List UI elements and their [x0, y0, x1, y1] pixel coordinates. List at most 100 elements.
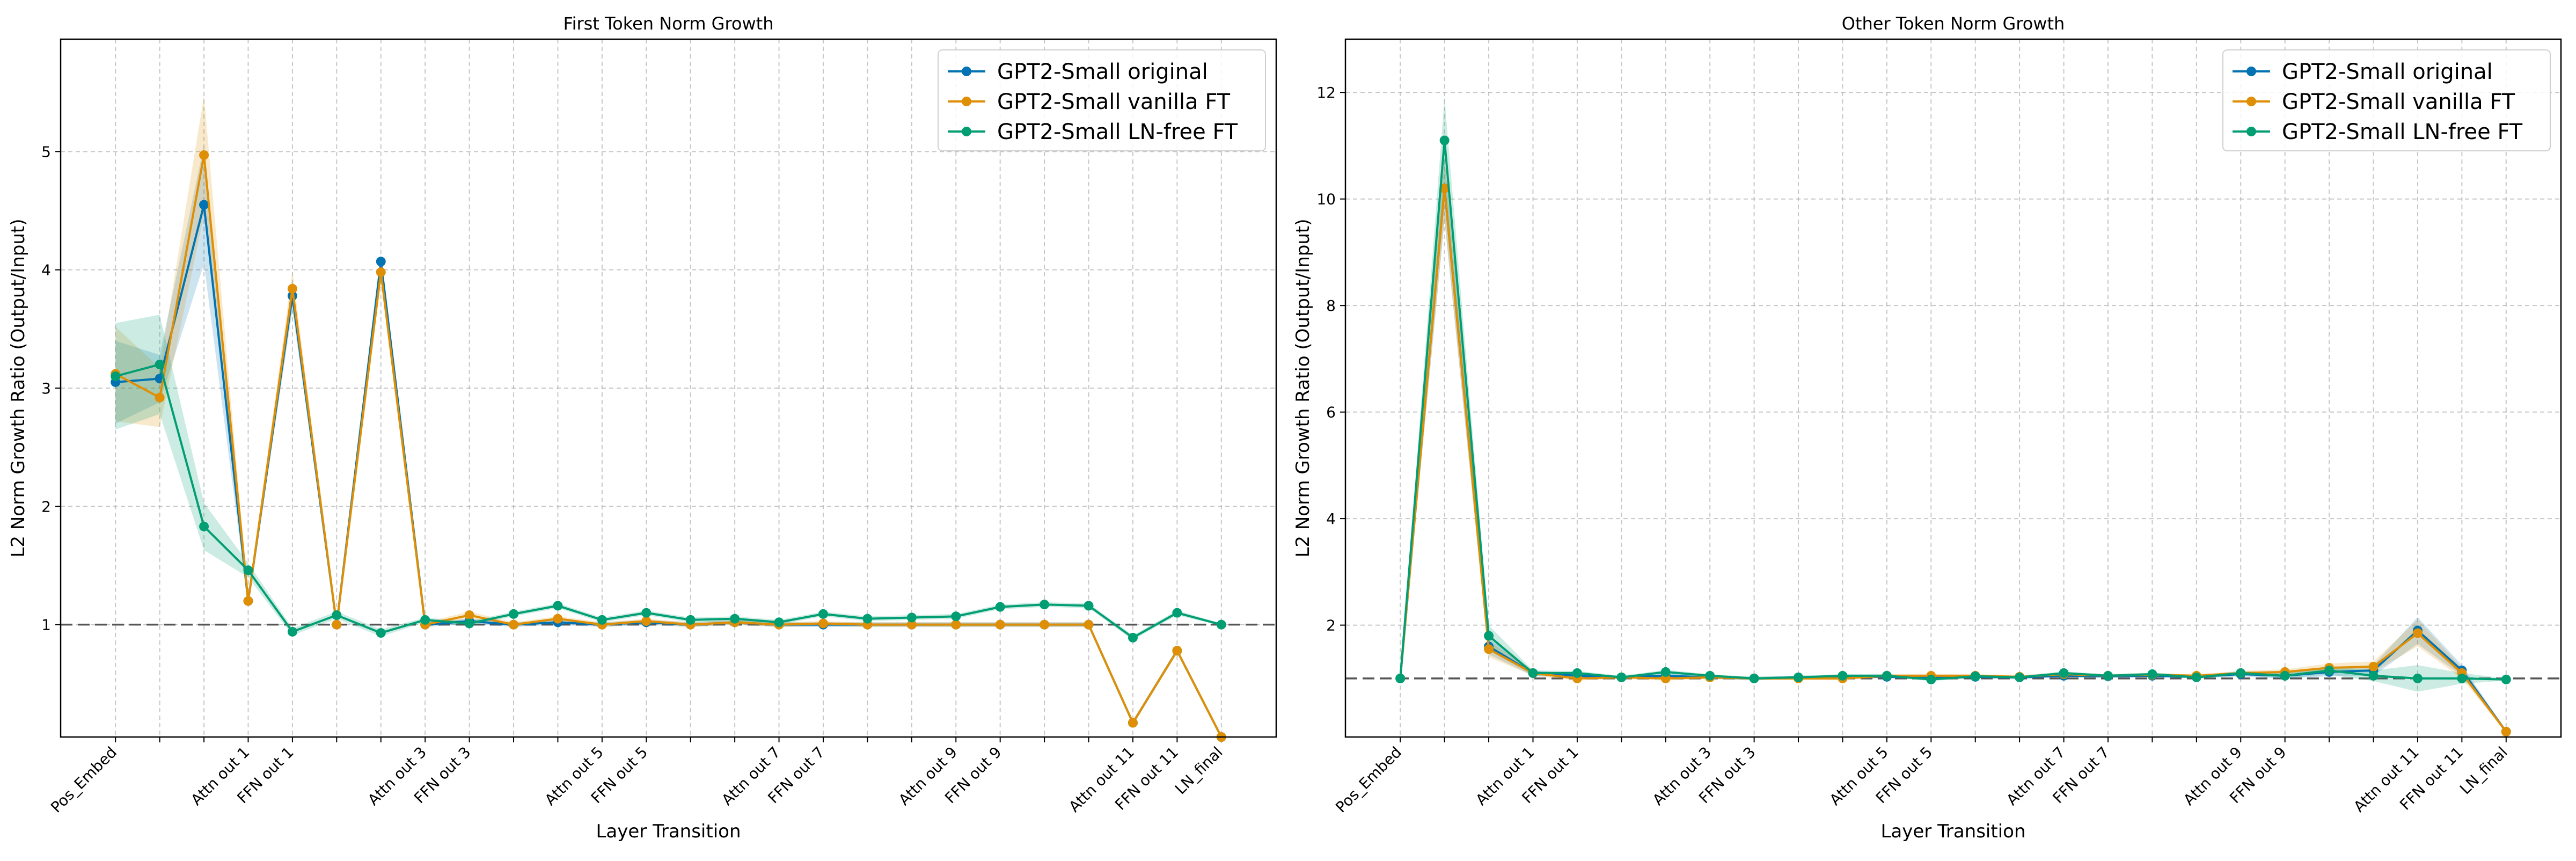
- y-tick-label: 5: [41, 143, 51, 160]
- y-tick-label: 2: [41, 498, 51, 515]
- series-3-point: [2191, 672, 2201, 682]
- legend-marker: [962, 67, 971, 76]
- series-3-point: [1484, 631, 1494, 641]
- series-2-point: [951, 619, 961, 630]
- series-3-point: [155, 359, 165, 369]
- series-3-point: [420, 615, 430, 625]
- series-3-point: [641, 608, 652, 618]
- legend-marker: [2246, 67, 2256, 76]
- confidence-band-3: [1400, 98, 2506, 692]
- series-3-point: [332, 610, 342, 621]
- series-3-point: [1084, 601, 1094, 611]
- series-3-point: [818, 609, 828, 619]
- series-3-point: [906, 612, 917, 623]
- y-tick-label: 12: [1316, 84, 1336, 101]
- series-2-point: [1128, 718, 1138, 728]
- series-line-2: [1399, 188, 2507, 733]
- y-tick-label: 4: [1326, 510, 1336, 528]
- y-tick-label: 3: [41, 380, 51, 397]
- series-2-point: [1040, 619, 1050, 630]
- series-2-point: [376, 267, 386, 278]
- series-3-point: [2412, 673, 2423, 683]
- series-3-point: [1040, 600, 1050, 610]
- legend-marker: [2246, 127, 2256, 136]
- series-3-point: [1705, 670, 1715, 681]
- y-tick-label: 6: [1326, 404, 1336, 421]
- series-3-point: [2501, 674, 2511, 684]
- series-3-point: [2059, 668, 2069, 678]
- legend-label: GPT2-Small original: [997, 60, 1208, 84]
- series-line-3: [1399, 140, 2506, 681]
- axes-frame: [60, 38, 1277, 738]
- series-3-point: [2368, 670, 2379, 681]
- series-2-point: [641, 616, 652, 626]
- series-3-point: [685, 615, 696, 625]
- y-tick-label: 1: [41, 616, 51, 634]
- series-2-point: [1172, 646, 1182, 656]
- series-3-point: [1528, 668, 1538, 678]
- series-3-point: [111, 371, 121, 381]
- legend-marker: [2246, 97, 2256, 106]
- legend-marker: [962, 127, 971, 136]
- series-2-point: [155, 392, 165, 403]
- chart-title: First Token Norm Growth: [563, 13, 773, 34]
- series-line-1: [115, 204, 1223, 738]
- series-3-point: [287, 626, 297, 637]
- series-2-point: [553, 614, 563, 624]
- series-line-1: [1399, 188, 2507, 733]
- series-3-point: [1882, 670, 1892, 681]
- series-2-point: [1484, 644, 1494, 654]
- series-3-point: [243, 565, 253, 575]
- legend-label: GPT2-Small original: [2282, 60, 2493, 84]
- series-2-point: [287, 283, 297, 294]
- series-2-point: [464, 610, 474, 621]
- series-line-2: [115, 155, 1223, 738]
- series-3-point: [1970, 671, 1980, 681]
- axes-frame: [1344, 38, 2562, 738]
- series-3-point: [2324, 665, 2334, 675]
- series-2-point: [1084, 619, 1094, 630]
- series-3-point: [730, 614, 740, 624]
- series-3-point: [2147, 669, 2157, 679]
- series-2-point: [906, 619, 917, 630]
- legend-box: [2222, 49, 2551, 151]
- legend: GPT2-Small original GPT2-Small vanilla FT…: [938, 49, 1266, 151]
- x-tick-label: Pos_Embed: [47, 743, 120, 816]
- series-2-point: [2501, 727, 2511, 737]
- series-3-point: [2236, 668, 2246, 678]
- series-3-point: [1794, 672, 1804, 682]
- series-2-point: [2368, 662, 2379, 672]
- confidence-band-2: [1400, 156, 2506, 733]
- y-tick-label: 2: [1326, 617, 1336, 634]
- series-3-point: [862, 614, 873, 624]
- chart-title: Other Token Norm Growth: [1842, 13, 2065, 34]
- series-3-point: [774, 617, 784, 627]
- legend-label: GPT2-Small vanilla FT: [2282, 90, 2515, 114]
- series-3-point: [1395, 673, 1406, 683]
- series-3-point: [2457, 673, 2467, 683]
- y-axis-label: L2 Norm Growth Ratio (Output/Input): [1292, 218, 1314, 557]
- series-2-point: [2412, 628, 2423, 638]
- series-3-point: [1572, 668, 1582, 678]
- series-3-point: [464, 618, 474, 629]
- series-3-point: [951, 611, 961, 622]
- series-3-point: [1172, 608, 1182, 618]
- series-3-point: [1660, 667, 1671, 677]
- y-tick-label: 8: [1326, 297, 1336, 315]
- series-1-point: [199, 200, 209, 210]
- y-axis-label: L2 Norm Growth Ratio (Output/Input): [8, 218, 29, 557]
- legend: GPT2-Small original GPT2-Small vanilla FT…: [2222, 49, 2551, 151]
- x-axis-label: Layer Transition: [1880, 821, 2025, 842]
- series-3-point: [509, 609, 519, 619]
- legend-label: GPT2-Small LN-free FT: [2282, 120, 2523, 144]
- confidence-band-1: [1400, 156, 2506, 733]
- series-3-point: [995, 602, 1005, 612]
- x-tick-label: LN_final: [2456, 743, 2511, 798]
- series-3-point: [1128, 632, 1138, 643]
- series-1-point: [376, 257, 386, 267]
- x-tick-label: LN_final: [1172, 743, 1226, 798]
- series-2-point: [243, 596, 253, 606]
